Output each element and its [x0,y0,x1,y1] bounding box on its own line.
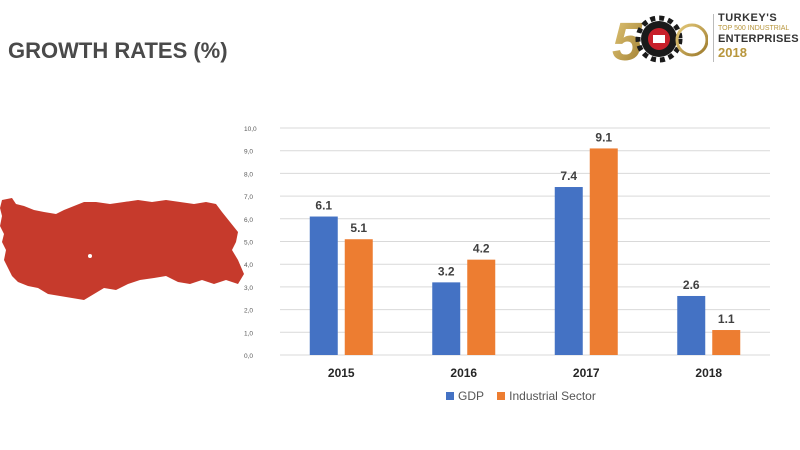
bar-gdp [309,216,338,355]
legend-item-industrial: Industrial Sector [497,389,596,403]
data-label: 7.4 [560,169,577,183]
turkey-map-icon [0,198,244,300]
x-tick-label: 2016 [450,366,477,380]
bar-gdp [432,282,461,355]
y-tick-label: 0,0 [244,353,253,360]
y-tick-label: 6,0 [244,217,253,224]
y-tick-label: 9,0 [244,149,253,156]
data-label: 1.1 [718,312,735,326]
legend-label-gdp: GDP [458,389,484,403]
logo-line-3: ENTERPRISES [718,33,799,45]
bar-industrial [589,148,618,355]
y-tick-label: 4,0 [244,262,253,269]
logo-divider [713,14,714,62]
brand-logo: 5 TURKEY'S TOP 500 INDUSTRIAL ENTERPRISE… [612,10,799,66]
data-label: 3.2 [438,264,455,278]
growth-rates-bar-chart: 0,0 1,0 2,0 3,0 4,0 5,0 6,0 7,0 8,0 9,0 10,0 6.1 5.1… [244,126,770,380]
bar-industrial [712,330,741,355]
bar-gdp [677,295,706,355]
bar-gdp [554,187,583,355]
x-tick-label: 2017 [573,366,600,380]
data-label: 6.1 [315,199,332,213]
x-tick-label: 2018 [695,366,722,380]
y-tick-label: 2,0 [244,308,253,315]
y-tick-label: 5,0 [244,240,253,247]
legend-swatch-industrial [497,392,506,400]
logo-line-4: 2018 [718,45,747,60]
legend-item-gdp: GDP [446,389,487,403]
y-tick-label: 8,0 [244,171,253,178]
y-tick-label: 7,0 [244,194,253,201]
chart-legend: GDP Industrial Sector [446,389,606,403]
y-tick-label: 1,0 [244,330,253,337]
data-label: 2.6 [683,278,700,292]
logo-line-2: TOP 500 INDUSTRIAL [718,25,790,32]
y-tick-label: 3,0 [244,285,253,292]
y-tick-label: 10,0 [244,126,257,133]
data-label: 5.1 [350,221,367,235]
page-title: GROWTH RATES (%) [8,38,228,63]
bar-industrial [467,259,496,355]
logo-line-1: TURKEY'S [718,12,778,24]
data-label: 4.2 [473,242,490,256]
legend-swatch-gdp [446,392,454,400]
logo-500-emblem: 5 [612,12,708,66]
x-tick-label: 2015 [328,366,355,380]
logo-text: TURKEY'S TOP 500 INDUSTRIAL ENTERPRISES … [718,12,799,60]
bar-industrial [344,239,373,355]
data-label: 9.1 [595,130,612,144]
legend-label-industrial: Industrial Sector [509,389,596,403]
